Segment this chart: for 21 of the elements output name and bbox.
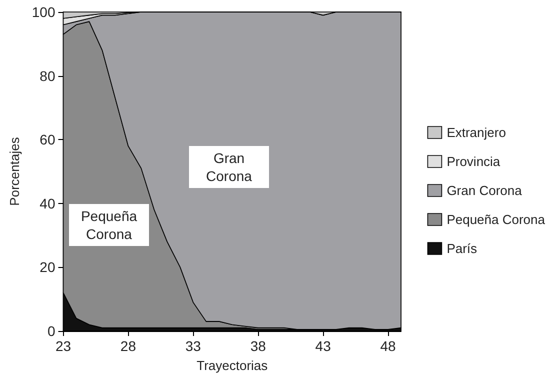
y-tick-label: 60 [40, 132, 56, 148]
annotation: Pequeña Corona [69, 204, 149, 246]
x-tick-label: 28 [120, 338, 136, 354]
y-axis-title: Porcentajes [7, 136, 22, 206]
y-tick-label: 0 [47, 323, 56, 339]
legend-label: Gran Corona [446, 183, 523, 198]
legend-label: Pequeña Corona [446, 212, 546, 227]
y-tick-label: 100 [32, 4, 56, 20]
x-tick-label: 38 [250, 338, 266, 354]
annotation: Gran Corona [189, 146, 269, 188]
x-tick-label: 33 [185, 338, 202, 354]
y-tick-label: 40 [40, 195, 56, 212]
x-tick-label: 23 [55, 338, 72, 354]
y-tick-label: 80 [40, 68, 56, 84]
x-axis-title: Trayectorias [196, 358, 268, 373]
legend-label: Extranjero [446, 125, 506, 140]
legend-label: Provincia [446, 154, 501, 169]
y-tick-label: 20 [40, 259, 56, 276]
legend-label: París [446, 241, 478, 256]
x-tick-label: 48 [380, 338, 396, 354]
x-tick-label: 43 [315, 338, 332, 354]
